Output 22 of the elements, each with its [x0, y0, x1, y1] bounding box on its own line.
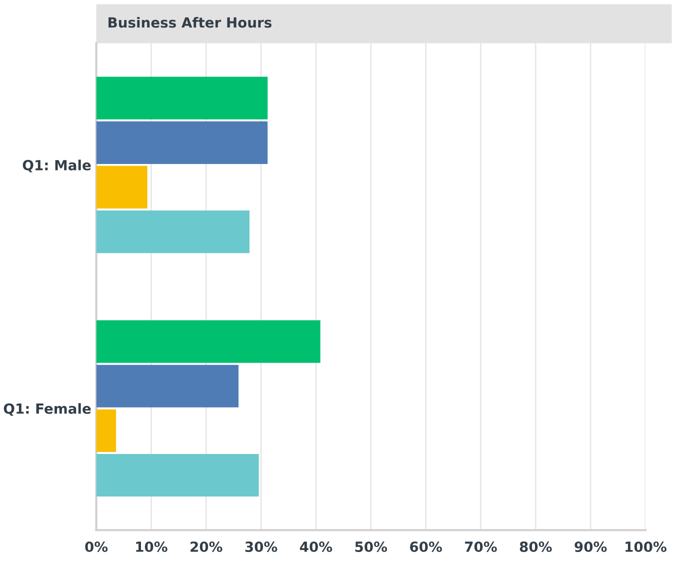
y-tick-label: Q1: Male [22, 160, 91, 172]
x-tick-label: 60% [410, 542, 442, 552]
bar [96, 454, 259, 497]
x-tick-label: 40% [300, 542, 332, 552]
x-tick-label: 30% [245, 542, 278, 552]
chart-title: Business After Hours [108, 17, 272, 28]
bar [96, 320, 320, 363]
x-tick-label: 0% [85, 542, 108, 552]
x-tick-label: 50% [355, 542, 388, 552]
x-tick-label: 90% [574, 542, 607, 552]
bar [96, 409, 116, 452]
bar [96, 364, 239, 408]
y-tick-label: Q1: Female [4, 403, 91, 416]
bar [96, 166, 148, 209]
bar [96, 76, 268, 120]
x-tick-label: 20% [190, 542, 222, 552]
x-tick-label: 10% [136, 542, 168, 552]
x-tick-label: 80% [520, 542, 552, 552]
x-tick-label: 70% [465, 542, 497, 552]
bar [96, 210, 250, 254]
bar [96, 121, 268, 164]
x-tick-label: 100% [626, 542, 666, 552]
